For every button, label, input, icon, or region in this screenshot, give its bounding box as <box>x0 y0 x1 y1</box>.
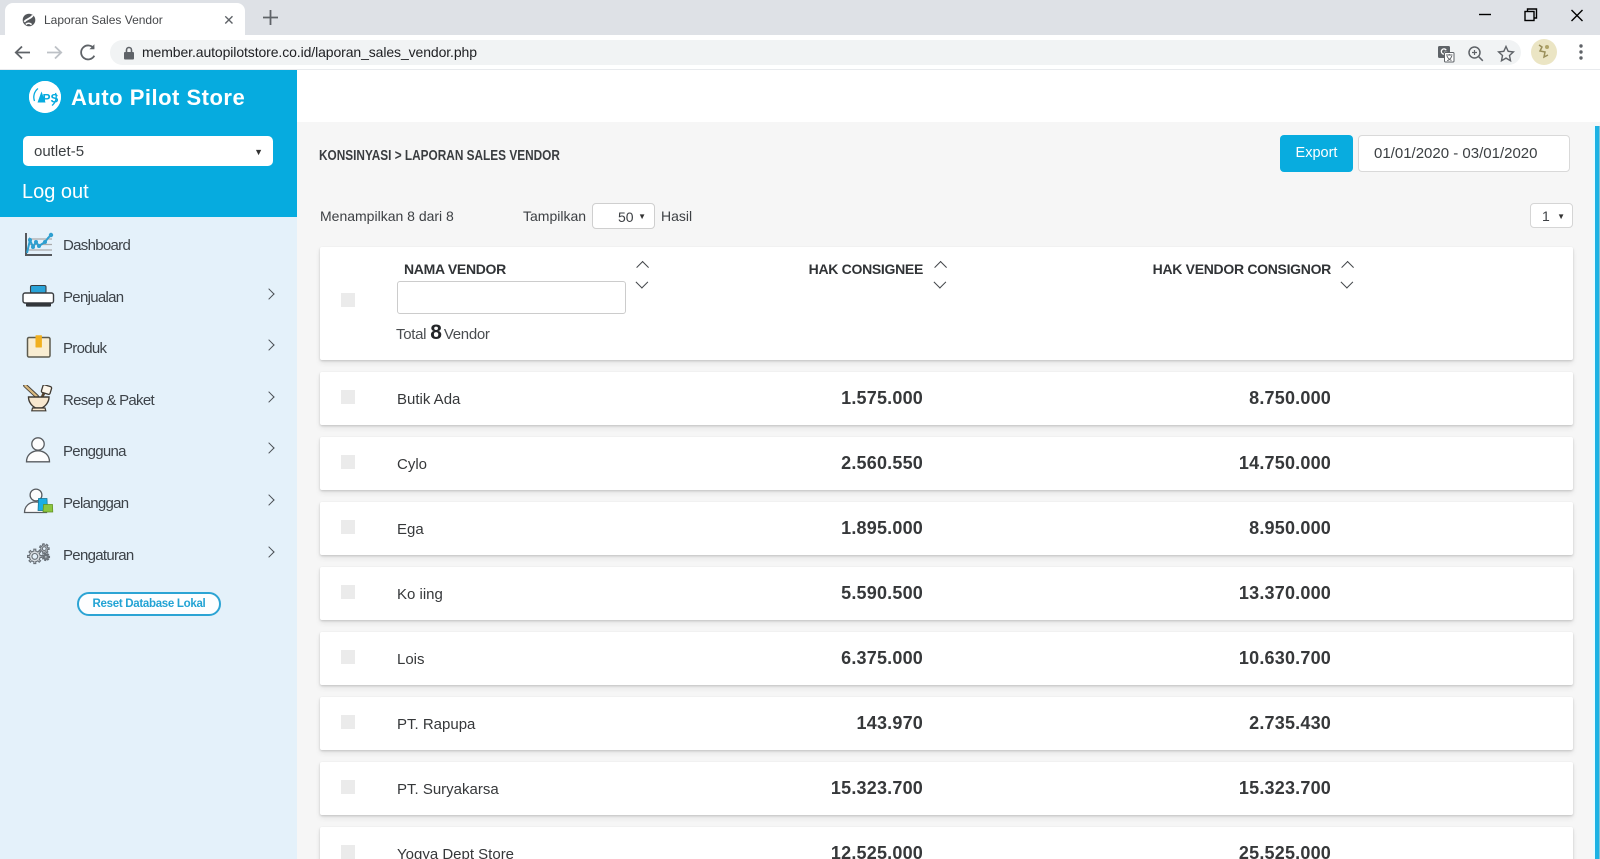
svg-text:PS: PS <box>42 92 58 106</box>
